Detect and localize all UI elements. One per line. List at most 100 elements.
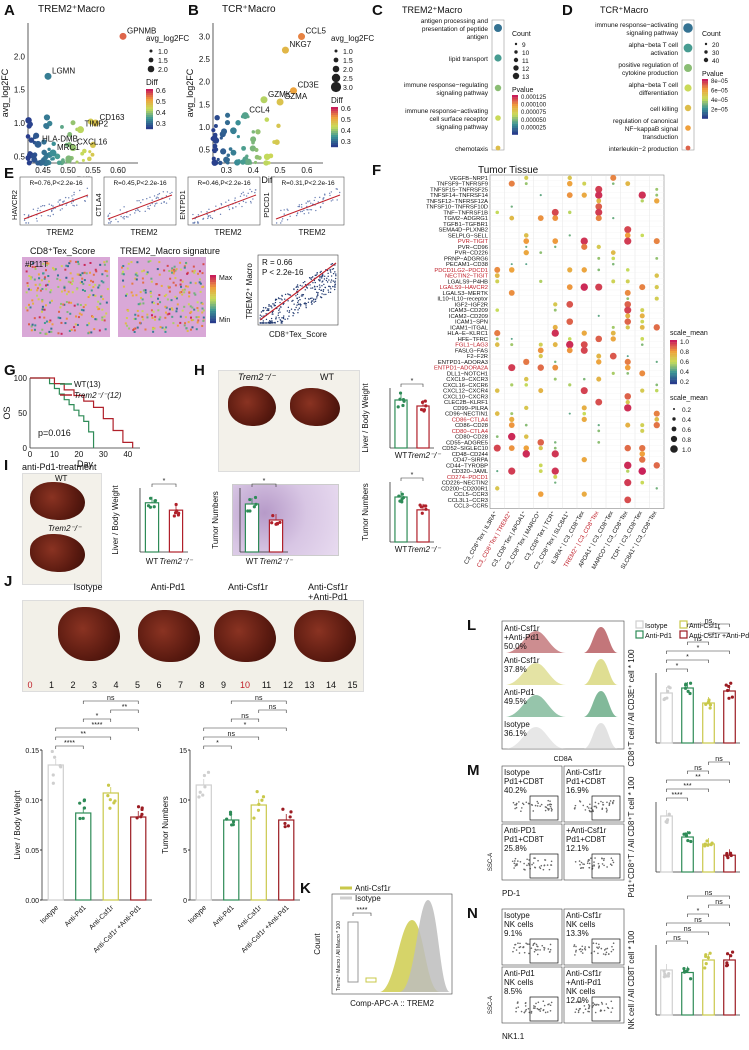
hist-right	[584, 659, 618, 685]
spot	[70, 301, 73, 304]
corr-point	[209, 215, 211, 217]
event-dot	[612, 948, 615, 951]
spot	[130, 261, 133, 264]
spot	[164, 316, 167, 319]
event-dot	[523, 1011, 526, 1014]
bar	[144, 502, 160, 553]
p-legend-step	[702, 101, 708, 104]
tex-point	[265, 307, 267, 309]
corr-point	[139, 210, 141, 213]
spot	[97, 286, 100, 289]
legend-box	[679, 620, 688, 629]
map-scale-step	[210, 299, 216, 302]
sig-label: ns	[705, 618, 713, 625]
tex-point	[265, 318, 268, 321]
tex-point	[304, 281, 306, 283]
background-point	[91, 141, 95, 146]
sig-bracket	[251, 483, 277, 487]
event-dot	[548, 808, 550, 810]
corr-xlabel: TREM2	[130, 228, 158, 237]
y-axis-label: OS	[2, 406, 12, 419]
spot	[170, 307, 173, 310]
spot	[137, 314, 140, 317]
tex-point	[327, 289, 329, 291]
event-dot	[533, 950, 536, 953]
size-legend-dot	[332, 65, 340, 73]
interaction-dot	[625, 325, 630, 330]
spot	[38, 316, 41, 319]
background-point	[225, 112, 231, 118]
event-dot	[515, 804, 518, 806]
background-point	[236, 135, 240, 139]
ruler-number: 1	[49, 680, 54, 690]
spot	[195, 328, 198, 331]
p-legend-step	[702, 83, 708, 86]
background-point	[35, 160, 41, 166]
pair-label: TNFSF9−TNFRSF9	[437, 182, 488, 188]
spot	[141, 270, 144, 273]
interaction-dot	[510, 337, 513, 340]
tex-r: R = 0.66	[262, 258, 293, 267]
corr-point	[298, 205, 301, 208]
tex-point	[297, 312, 299, 314]
data-point	[706, 701, 710, 705]
event-dot	[586, 862, 589, 865]
go-term-label: immune response−activating	[405, 108, 488, 115]
corr-point	[192, 213, 194, 216]
interaction-dot	[508, 445, 515, 452]
tex-point	[281, 299, 283, 301]
spot	[186, 272, 189, 275]
tex-point	[281, 317, 283, 319]
corr-point	[295, 214, 298, 217]
interaction-dot	[568, 234, 571, 237]
pair-label: ICAM1−ITGAL	[450, 325, 489, 331]
color-legend-step	[146, 89, 153, 92]
go-term-label: alpha−beta T cell	[629, 42, 679, 49]
legend-label: Isotype	[355, 894, 381, 903]
spot	[175, 297, 178, 300]
interaction-dot	[566, 300, 574, 308]
corr-box	[19, 176, 93, 226]
y-tick-label: 2.0	[199, 78, 211, 87]
corr-point	[57, 201, 59, 203]
scale-color-step	[670, 355, 677, 358]
p-legend-step	[512, 101, 518, 104]
corr-point	[234, 199, 236, 202]
event-dot	[599, 1010, 602, 1012]
corr-point	[251, 190, 253, 193]
color-legend-step	[331, 123, 338, 126]
spot	[37, 273, 40, 276]
scale-color-step	[670, 348, 677, 352]
data-point	[225, 817, 229, 821]
corr-stat: R=0.31,P<2.2e-16	[281, 180, 335, 187]
tex-point	[322, 290, 325, 293]
data-point	[286, 824, 290, 828]
spot	[172, 322, 175, 325]
interaction-dot	[568, 210, 572, 215]
tex-point	[292, 299, 294, 302]
liver-ko	[228, 386, 276, 426]
corr-point	[168, 198, 171, 200]
event-dot	[531, 804, 534, 806]
event-dot	[522, 803, 525, 806]
background-point	[214, 114, 220, 121]
y-tick-label: 50	[18, 409, 27, 418]
tex-point	[296, 293, 299, 296]
data-point	[398, 499, 402, 503]
spot	[106, 274, 109, 277]
tex-point	[326, 277, 328, 280]
event-dot	[530, 1010, 533, 1013]
corr-point	[296, 213, 299, 215]
event-dot	[515, 806, 518, 809]
gene-label: MRC1	[57, 143, 80, 152]
event-dot	[549, 800, 551, 802]
corr-point	[323, 197, 325, 199]
color-legend-step	[331, 107, 338, 110]
go-term-label: chemotaxis	[455, 146, 489, 153]
pair-label: TGM2−ADGRG1	[444, 216, 488, 222]
interaction-dot	[624, 301, 632, 308]
p-legend-step	[702, 103, 708, 106]
interaction-dot	[552, 342, 558, 348]
spot	[126, 324, 129, 327]
background-point	[254, 147, 259, 152]
